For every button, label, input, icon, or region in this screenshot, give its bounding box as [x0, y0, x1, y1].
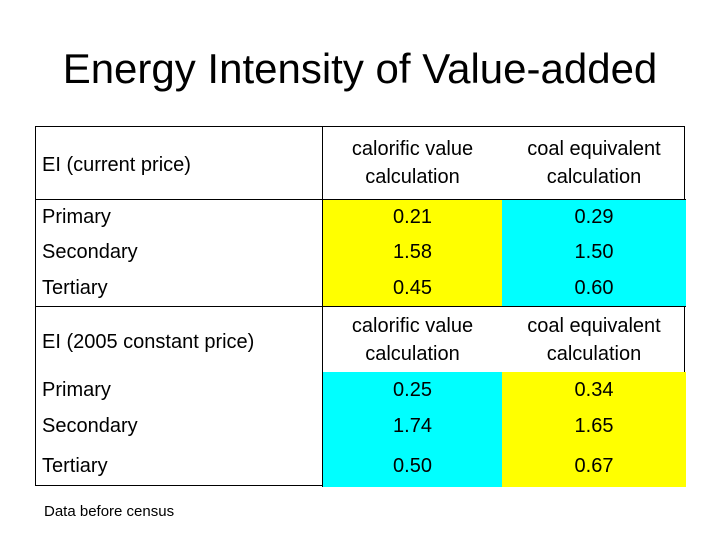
cell-tertiary-coal: 0.60 — [502, 270, 686, 306]
cell-tertiary-2-calorific: 0.50 — [322, 445, 502, 487]
column-header-coal: coal equivalent calculation — [502, 127, 686, 199]
cell-secondary-2-coal: 1.65 — [502, 407, 686, 445]
column-header-coal-2-line2: calculation — [546, 342, 642, 365]
row-label-primary-2: Primary — [42, 378, 111, 401]
cell-secondary-coal: 1.50 — [502, 233, 686, 270]
column-header-calorific-2: calorific value calculation — [322, 306, 502, 372]
column-header-calorific: calorific value calculation — [322, 127, 502, 199]
cell-primary-coal: 0.29 — [502, 199, 686, 233]
cell-secondary-calorific: 1.58 — [322, 233, 502, 270]
slide-title: Energy Intensity of Value-added — [62, 45, 658, 92]
cell-tertiary-2-coal: 0.67 — [502, 445, 686, 487]
column-header-calorific-line1: calorific value — [351, 138, 474, 160]
column-header-coal-line2: calculation — [546, 166, 642, 188]
footnote: Data before census — [44, 503, 175, 520]
column-header-calorific-2-line1: calorific value — [351, 314, 474, 337]
section-label-constant-price: EI (2005 constant price) — [36, 306, 322, 372]
cell-primary-2-calorific: 0.25 — [322, 372, 502, 407]
row-label-secondary-2: Secondary — [42, 415, 138, 437]
row-label-primary: Primary — [36, 199, 322, 233]
column-header-calorific-2-line2: calculation — [365, 342, 460, 365]
column-header-calorific-line2: calculation — [365, 166, 460, 188]
cell-primary-calorific: 0.21 — [322, 199, 502, 233]
column-header-coal-line1: coal equivalent — [527, 138, 661, 160]
cell-primary-2-coal: 0.34 — [502, 372, 686, 407]
energy-intensity-table: EI (current price) calorific value calcu… — [35, 126, 686, 487]
row-label-tertiary: Tertiary — [42, 277, 108, 299]
cell-tertiary-calorific: 0.45 — [322, 270, 502, 306]
section-label-current-price: EI (current price) — [42, 154, 191, 176]
row-label-secondary: Secondary — [42, 240, 138, 263]
column-header-coal-2-line1: coal equivalent — [527, 314, 661, 337]
cell-secondary-2-calorific: 1.74 — [322, 407, 502, 445]
column-header-coal-2: coal equivalent calculation — [502, 306, 686, 372]
row-label-tertiary-2: Tertiary — [42, 455, 108, 477]
